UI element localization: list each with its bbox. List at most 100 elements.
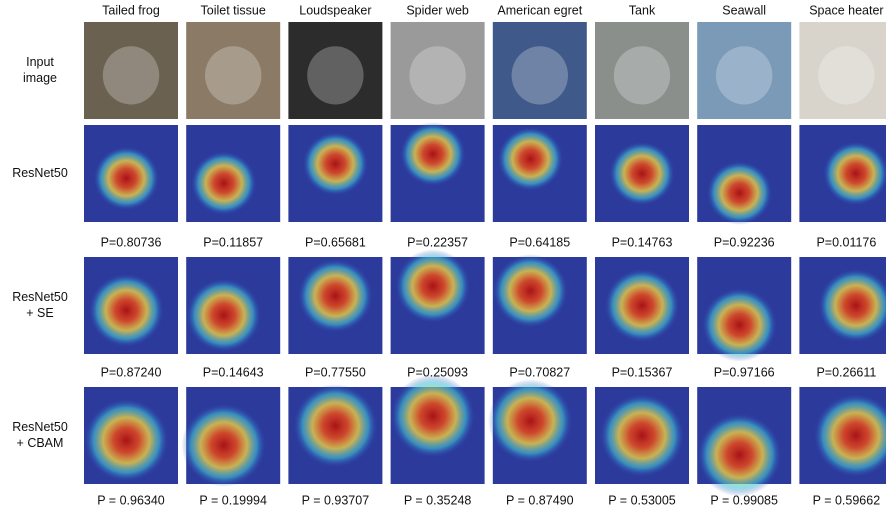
heatmap-blob: [298, 259, 373, 333]
column-header: Spider web: [406, 3, 469, 17]
attention-map: [84, 257, 178, 354]
probability: P=0.77550: [305, 365, 366, 379]
attention-map: [186, 257, 280, 354]
attention-map: [595, 125, 689, 222]
heatmap-blob: [182, 403, 267, 486]
column-header: Space heater: [809, 3, 883, 17]
attention-map: [697, 125, 791, 225]
column-header: Loudspeaker: [299, 3, 371, 17]
input-image: [799, 22, 886, 119]
heatmap-blob: [84, 399, 169, 482]
probability: P=0.15367: [612, 365, 673, 379]
column-header: Tailed frog: [102, 3, 160, 17]
heatmap-blob: [604, 269, 679, 343]
attention-map: [288, 257, 382, 354]
input-image: [391, 22, 485, 119]
probability: P = 0.87490: [506, 493, 574, 507]
heatmap-blob: [707, 161, 773, 225]
heatmap-blob: [488, 379, 573, 462]
probability: P=0.65681: [305, 235, 366, 249]
heatmap-blob: [697, 413, 782, 496]
image-object: [512, 46, 568, 104]
input-image: [288, 22, 382, 119]
attention-map: [799, 125, 886, 222]
attention-map: [84, 125, 178, 222]
image-object: [409, 46, 465, 104]
attention-map: [595, 257, 689, 354]
row-label: + SE: [26, 306, 53, 320]
probability: P = 0.99085: [710, 493, 778, 507]
probability: P = 0.53005: [608, 493, 676, 507]
heatmap-blob: [609, 141, 675, 205]
input-image: [595, 22, 689, 119]
image-object: [205, 46, 261, 104]
row-label: ResNet50: [12, 420, 68, 434]
column-header: Seawall: [722, 3, 766, 17]
heatmap-blob: [93, 146, 159, 210]
heatmap-blob: [823, 141, 886, 205]
attention-map: [84, 387, 178, 484]
row-label: Input: [26, 55, 54, 69]
probability: P = 0.35248: [404, 493, 472, 507]
probability: P=0.01176: [816, 235, 876, 249]
heatmap-blob: [303, 132, 369, 196]
image-object: [614, 46, 670, 104]
probability: P=0.22357: [407, 235, 468, 249]
figure: Tailed frog Toilet tissue Loudspeaker Spide…: [0, 0, 886, 515]
attention-map: [493, 125, 587, 222]
probability: P = 0.96340: [97, 493, 165, 507]
heatmap-blob: [493, 254, 568, 328]
probability: P=0.64185: [509, 235, 570, 249]
row-label: ResNet50: [12, 290, 68, 304]
attention-map: [391, 249, 485, 354]
attention-map: [595, 387, 689, 484]
heatmap-blob: [600, 394, 685, 477]
probability: P=0.70827: [509, 365, 570, 379]
probability: P = 0.59662: [813, 493, 881, 507]
input-image: [186, 22, 280, 119]
attention-map: [186, 125, 280, 222]
probability: P=0.87240: [101, 365, 162, 379]
probability: P=0.92236: [714, 235, 775, 249]
attention-map: [799, 387, 886, 484]
attention-map: [391, 374, 485, 484]
heatmap-blob: [498, 127, 564, 191]
column-header: American egret: [497, 3, 582, 17]
input-image: [84, 22, 178, 119]
attention-map: [288, 125, 382, 222]
probability: P = 0.93707: [302, 493, 370, 507]
column-header: Tank: [629, 3, 656, 17]
probability: P=0.11857: [203, 235, 263, 249]
probability: P=0.14763: [612, 235, 673, 249]
row-label: image: [23, 71, 57, 85]
column-header: Toilet tissue: [201, 3, 266, 17]
heatmap-blob: [191, 151, 257, 215]
attention-map: [288, 384, 382, 484]
row-label: ResNet50: [12, 166, 68, 180]
heatmap-blob: [391, 374, 476, 457]
image-object: [716, 46, 772, 104]
probability: P=0.14643: [203, 365, 264, 379]
heatmap-blob: [395, 249, 470, 323]
image-object: [103, 46, 159, 104]
attention-map: [182, 387, 281, 487]
attention-map: [391, 122, 485, 222]
heatmap-blob: [293, 384, 378, 467]
input-image: [697, 22, 791, 119]
heatmap-blob: [400, 122, 466, 186]
attention-map: [697, 387, 791, 497]
attention-map: [697, 257, 791, 362]
attention-map: [493, 254, 587, 354]
probability: P=0.97166: [714, 365, 775, 379]
row-label: + CBAM: [17, 436, 64, 450]
input-image: [493, 22, 587, 119]
image-object: [307, 46, 363, 104]
probability: P=0.26611: [816, 365, 876, 379]
probability: P = 0.19994: [199, 493, 267, 507]
attention-map: [488, 379, 587, 484]
heatmap-blob: [702, 288, 777, 362]
heatmap-blob: [89, 273, 164, 347]
probability: P=0.80736: [101, 235, 162, 249]
attention-map: [799, 257, 886, 354]
heatmap-blob: [186, 278, 261, 352]
